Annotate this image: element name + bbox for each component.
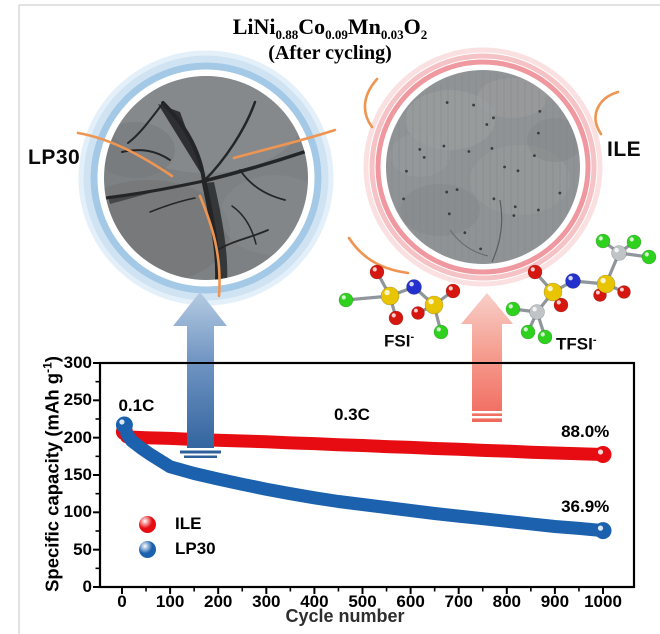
title-formula-part: Co xyxy=(298,14,326,39)
y-tick-label: 50 xyxy=(73,539,92,559)
ile-sem-image xyxy=(363,47,603,287)
lp30-legend-label: LP30 xyxy=(175,539,216,558)
y-tick-label: 0 xyxy=(82,577,92,596)
title-formula-part: O xyxy=(403,14,421,39)
ile-image-label: ILE xyxy=(607,138,642,161)
chart-annotation: 88.0% xyxy=(561,422,610,442)
x-tick-label: 100 xyxy=(155,592,185,611)
y-tick-label: 150 xyxy=(63,465,92,484)
title-subscript: 0.03 xyxy=(380,27,404,42)
title-subscript: 0.09 xyxy=(325,27,348,42)
pink-up-arrow xyxy=(461,293,513,422)
legend-entry-lp30: LP30 xyxy=(139,539,216,559)
lp30-image-label: LP30 xyxy=(28,146,81,169)
tfsi-molecule xyxy=(505,233,657,345)
y-tick-label: 250 xyxy=(63,390,92,410)
y-tick-label: 300 xyxy=(63,353,92,372)
x-tick-label: 700 xyxy=(444,592,473,611)
legend-entry-ile: ILE xyxy=(139,514,201,534)
page-frame xyxy=(18,4,660,634)
y-tick-label: 200 xyxy=(63,427,92,447)
blue-up-arrow xyxy=(173,292,227,458)
title-subscript: 0.88 xyxy=(275,27,299,42)
fsi-molecule-label: FSI- xyxy=(384,331,415,351)
chart-annotation: 36.9% xyxy=(561,497,610,517)
x-axis-label: Cycle number xyxy=(285,606,405,626)
fsi-molecule xyxy=(338,264,461,340)
chart-annotation: 0.1C xyxy=(118,395,155,415)
x-tick-label: 200 xyxy=(204,592,233,611)
ile-legend-label: ILE xyxy=(175,514,202,533)
x-tick-label: 800 xyxy=(492,592,521,611)
chart-annotation: 0.3C xyxy=(333,405,370,425)
x-tick-label: 400 xyxy=(300,592,329,611)
y-tick-label: 100 xyxy=(63,502,92,522)
figure-subtitle: (After cycling) xyxy=(268,42,392,64)
title-formula-part: LiNi xyxy=(232,14,276,39)
lp30-sem-image xyxy=(78,50,334,306)
title-formula-part: Mn xyxy=(347,14,381,39)
x-tick-label: 0 xyxy=(117,592,127,611)
tfsi-molecule-label: TFSI- xyxy=(556,334,597,354)
figure-title: LiNi0.88Co0.09Mn0.03O2 xyxy=(0,14,660,43)
x-tick-label: 500 xyxy=(348,592,377,611)
orange-annotation-lines xyxy=(76,77,620,298)
title-subscript: 2 xyxy=(420,27,428,42)
chart-axes xyxy=(93,361,636,594)
x-tick-label: 1000 xyxy=(584,592,622,611)
x-tick-label: 300 xyxy=(252,592,281,611)
ile-legend-marker xyxy=(139,515,156,533)
x-tick-label: 600 xyxy=(396,592,425,611)
x-tick-label: 900 xyxy=(540,592,570,611)
lp30-legend-marker xyxy=(139,540,156,558)
